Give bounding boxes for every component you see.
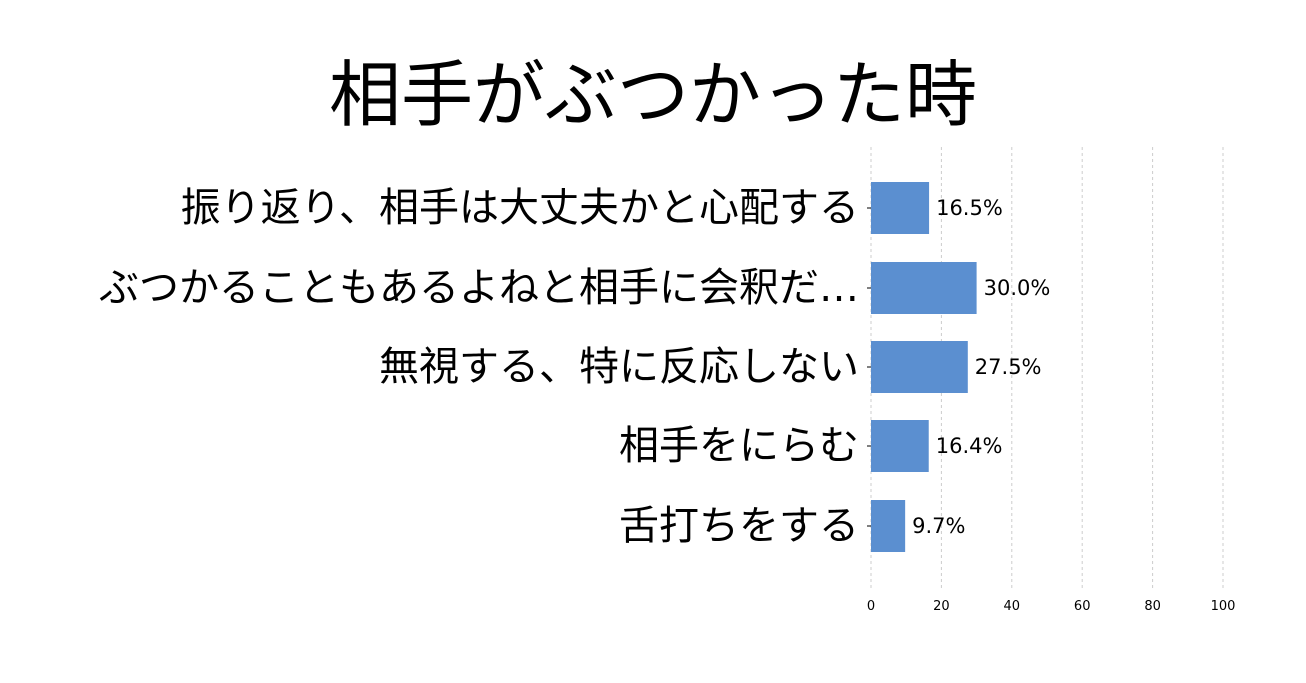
bar (871, 420, 929, 472)
data-label: 16.4% (936, 434, 1003, 458)
label-layer: 0 20 40 60 80 100 振り返り、相手は大丈夫かと心配する 16.5% ぶつかること… (99, 185, 1235, 614)
x-tick-label: 20 (933, 599, 950, 614)
data-label: 9.7% (912, 514, 965, 538)
x-tick-label: 80 (1144, 599, 1161, 614)
x-tick-label: 0 (867, 599, 875, 614)
bar-layer (871, 182, 977, 552)
category-label: 無視する、特に反応しない (379, 344, 859, 390)
data-label: 27.5% (975, 355, 1042, 379)
bar (871, 182, 930, 234)
chart-title: 相手がぶつかった時 (328, 53, 977, 137)
data-label: 16.5% (936, 196, 1003, 220)
x-tick-label: 40 (1004, 599, 1021, 614)
y-axis (867, 207, 871, 527)
bar (871, 341, 968, 393)
category-label: ぶつかることもあるよねと相手に会釈だ… (99, 265, 859, 311)
category-label: 相手をにらむ (619, 423, 859, 469)
bar (871, 262, 977, 314)
x-tick-label: 100 (1211, 599, 1236, 614)
category-label: 振り返り、相手は大丈夫かと心配する (181, 185, 859, 231)
x-tick-label: 60 (1074, 599, 1091, 614)
data-label: 30.0% (984, 276, 1051, 300)
category-label: 舌打ちをする (619, 503, 859, 549)
bar (871, 500, 906, 552)
